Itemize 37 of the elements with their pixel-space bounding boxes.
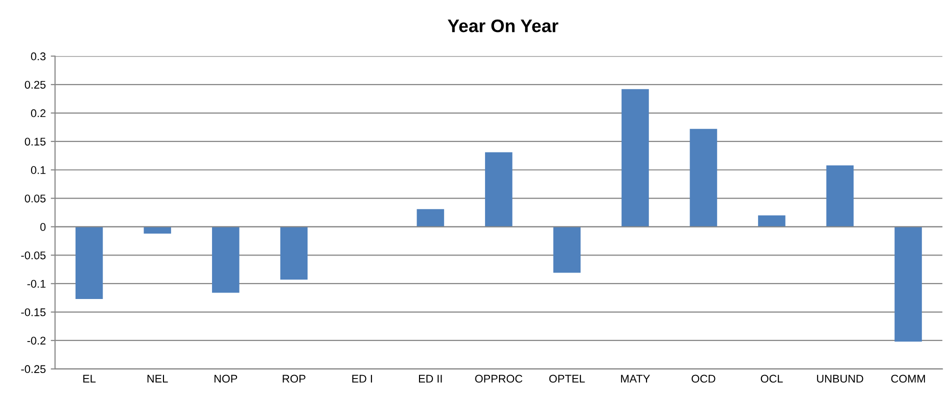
x-tick-label: MATY — [621, 374, 650, 383]
bar — [485, 152, 512, 227]
y-tick-label: -0.05 — [21, 251, 46, 260]
x-tick-label: OCL — [760, 374, 783, 383]
bar — [894, 226, 922, 342]
x-tick-label: EL — [83, 374, 96, 383]
x-tick-label: UNBUND — [817, 374, 864, 383]
x-tick-label: ED II — [419, 374, 442, 383]
y-tick-label: 0.3 — [31, 52, 46, 60]
bar — [758, 215, 786, 227]
x-tick-label: OPTEL — [549, 374, 585, 383]
bar — [76, 226, 103, 299]
y-tick-label: 0.1 — [31, 166, 46, 174]
bar — [416, 209, 444, 227]
bar — [212, 226, 240, 293]
x-tick-label: NOP — [214, 374, 238, 383]
y-tick-label: 0.05 — [24, 194, 46, 202]
y-tick-label: -0.2 — [27, 336, 46, 345]
x-tick-label: ROP — [282, 374, 306, 383]
y-tick-label: -0.1 — [27, 280, 46, 288]
y-tick-label: 0 — [40, 223, 46, 231]
y-tick-label: -0.25 — [21, 365, 46, 374]
y-tick-label: 0.15 — [24, 138, 46, 146]
x-tick-label: COMM — [891, 374, 925, 383]
chart-title: Year On Year — [448, 19, 558, 32]
bar — [553, 226, 581, 273]
y-tick-label: -0.15 — [21, 308, 46, 316]
x-tick-label: ED I — [352, 374, 372, 383]
bar — [826, 165, 854, 227]
x-tick-label: OCD — [692, 374, 716, 383]
y-tick-label: 0.2 — [31, 109, 46, 118]
x-tick-label: OPPROC — [475, 374, 522, 383]
bar — [280, 226, 308, 280]
y-tick-label: 0.25 — [24, 80, 46, 89]
x-tick-label: NEL — [148, 374, 168, 383]
bar — [690, 128, 718, 227]
bar — [622, 89, 649, 227]
